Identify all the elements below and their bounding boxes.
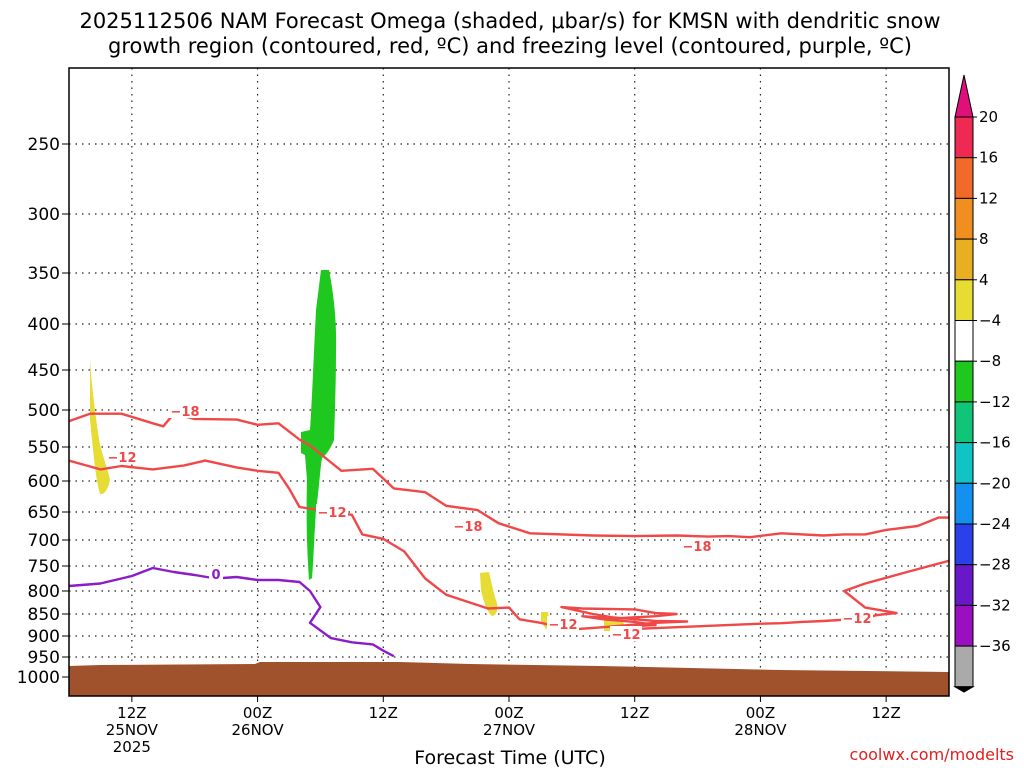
colorbar-label: 20 bbox=[979, 108, 998, 126]
colorbar-label: 8 bbox=[979, 230, 989, 248]
credit-link[interactable]: coolwx.com/modelts bbox=[850, 745, 1014, 764]
contour-label-dgz: −18 bbox=[171, 405, 200, 420]
contour-label-bg bbox=[841, 610, 873, 625]
y-tick-label: 850 bbox=[28, 605, 60, 625]
colorbar-label: −24 bbox=[979, 515, 1011, 533]
contour-label-dgz: −12 bbox=[843, 612, 872, 627]
y-tick-label: 350 bbox=[28, 264, 60, 284]
colorbar-label: −4 bbox=[979, 312, 1001, 330]
colorbar-bottom-arrow bbox=[953, 686, 975, 693]
contour-label-bg bbox=[169, 403, 201, 418]
colorbar-label: −8 bbox=[979, 352, 1001, 370]
y-tick-label: 750 bbox=[28, 557, 60, 577]
contour-label-dgz: −12 bbox=[612, 628, 641, 643]
x-tick-label: 00Z bbox=[746, 704, 775, 722]
colorbar-swatch bbox=[954, 360, 974, 403]
colorbar-label: 16 bbox=[979, 149, 998, 167]
contour-label-dgz: −12 bbox=[108, 451, 137, 466]
colorbar-swatch bbox=[954, 645, 974, 688]
x-tick-label: 26NOV bbox=[232, 721, 285, 739]
colorbar-label: −12 bbox=[979, 393, 1011, 411]
y-tick-label: 1000 bbox=[17, 668, 60, 688]
x-tick-label: 27NOV bbox=[483, 721, 536, 739]
plot-data-layer: −18 −12 −12 −18 −18 −12 −12 −12 0 bbox=[69, 270, 949, 696]
colorbar-label: 12 bbox=[979, 189, 998, 207]
y-tick-label: 800 bbox=[28, 582, 60, 602]
colorbar-swatch bbox=[954, 197, 974, 240]
y-tick-label: 600 bbox=[28, 472, 60, 492]
colorbar-swatch bbox=[954, 604, 974, 647]
y-tick-label: 300 bbox=[28, 205, 60, 225]
contour-label-dgz: −12 bbox=[549, 618, 578, 633]
y-tick-label: 950 bbox=[28, 648, 60, 668]
x-tick-label: 12Z bbox=[871, 704, 900, 722]
x-tick-label: 25NOV bbox=[106, 721, 159, 739]
colorbar-swatch bbox=[954, 279, 974, 321]
contour-label-bg bbox=[209, 566, 223, 581]
contour-label-bg bbox=[106, 449, 138, 464]
x-tick-label: 12Z bbox=[117, 704, 146, 722]
contour-lines bbox=[69, 412, 949, 658]
contour-label-bg bbox=[452, 518, 484, 533]
contour-label-bg bbox=[547, 616, 579, 631]
contour-label-bg bbox=[610, 626, 642, 641]
chart-title-line-1: 2025112506 NAM Forecast Omega (shaded, μ… bbox=[79, 9, 940, 33]
y-tick-label: 250 bbox=[28, 135, 60, 155]
contour-label-dgz: −12 bbox=[318, 506, 347, 521]
colorbar-swatch bbox=[954, 116, 974, 159]
gridlines bbox=[69, 68, 949, 696]
y-tick-label: 450 bbox=[28, 361, 60, 381]
y-tick-label: 550 bbox=[28, 438, 60, 458]
x-tick-label: 12Z bbox=[620, 704, 649, 722]
colorbar-swatch bbox=[954, 482, 974, 525]
colorbar-label: −20 bbox=[979, 474, 1011, 492]
colorbar: 20 16 12 8 4 −4 −8 −12 −16 −20 −24 −28 −32 −36 bbox=[953, 74, 1011, 693]
colorbar-label: 4 bbox=[979, 271, 989, 289]
ground-terrain bbox=[69, 662, 949, 696]
omega-positive-blob bbox=[90, 360, 110, 495]
contour-label-freezing: 0 bbox=[211, 568, 220, 583]
x-axis-label: Forecast Time (UTC) bbox=[414, 747, 605, 768]
contour-label-dgz: −18 bbox=[683, 540, 712, 555]
colorbar-swatch bbox=[954, 238, 974, 281]
x-tick-label: 00Z bbox=[243, 704, 272, 722]
contour-line-dgz-12c-contour bbox=[69, 459, 949, 631]
colorbar-label: −32 bbox=[979, 596, 1011, 614]
contour-line-freezing-level-0c bbox=[69, 566, 395, 658]
colorbar-label: −16 bbox=[979, 434, 1011, 452]
y-tick-label: 650 bbox=[28, 503, 60, 523]
contour-label-dgz: −18 bbox=[454, 520, 483, 535]
colorbar-swatch bbox=[954, 442, 974, 484]
colorbar-swatch bbox=[954, 320, 974, 362]
contour-label-bg bbox=[316, 504, 348, 519]
y-axis-ticks: 2503003504004505005506006507007508008509… bbox=[17, 135, 69, 688]
y-tick-label: 900 bbox=[28, 627, 60, 647]
y-tick-label: 400 bbox=[28, 315, 60, 335]
contour-labels: −18 −12 −12 −18 −18 −12 −12 −12 0 bbox=[106, 403, 873, 643]
x-tick-label: 00Z bbox=[494, 704, 523, 722]
colorbar-swatch bbox=[954, 157, 974, 199]
x-tick-label: 2025 bbox=[113, 738, 151, 756]
colorbar-swatch bbox=[954, 564, 974, 606]
x-tick-label: 28NOV bbox=[734, 721, 787, 739]
omega-positive-blob bbox=[480, 572, 498, 616]
contour-label-bg bbox=[681, 538, 713, 553]
colorbar-label: −36 bbox=[979, 637, 1011, 655]
colorbar-label: −28 bbox=[979, 556, 1011, 574]
omega-negative-blob bbox=[301, 270, 337, 580]
colorbar-swatch bbox=[954, 401, 974, 444]
y-tick-label: 700 bbox=[28, 531, 60, 551]
chart-title-line-2: growth region (contoured, red, ºC) and f… bbox=[108, 34, 912, 58]
colorbar-swatch bbox=[954, 523, 974, 566]
y-tick-label: 500 bbox=[28, 401, 60, 421]
x-tick-label: 12Z bbox=[369, 704, 398, 722]
colorbar-top-arrow bbox=[954, 74, 974, 118]
